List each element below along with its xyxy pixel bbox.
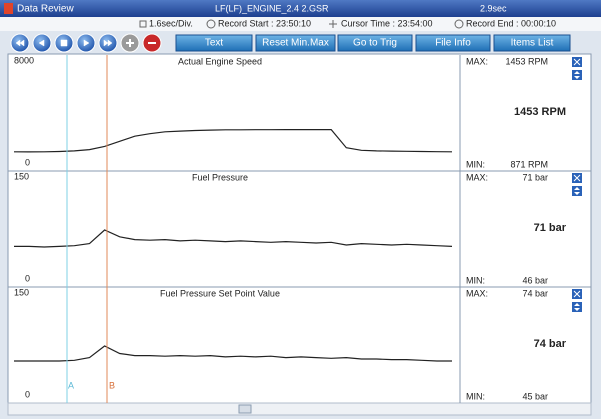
resize-button[interactable]: [572, 186, 582, 196]
control-icon: [83, 39, 90, 47]
max-label: MAX:: [466, 172, 488, 182]
min-value: 871 RPM: [510, 159, 548, 169]
y-tick-label: 0: [25, 389, 30, 399]
max-value: 1453 RPM: [505, 56, 548, 66]
cursor-b-label: B: [109, 380, 115, 390]
resize-icon: [574, 187, 580, 195]
scrollbar[interactable]: [7, 402, 592, 416]
plot-frame: [7, 53, 592, 405]
y-tick-label: 150: [14, 287, 29, 297]
toolbar-button-label[interactable]: Text: [205, 38, 224, 49]
min-label: MIN:: [466, 275, 485, 285]
cursor-icon: [329, 20, 337, 28]
panel-title: Actual Engine Speed: [178, 56, 262, 66]
min-value: 45 bar: [522, 391, 548, 401]
toolbar-button[interactable]: [255, 34, 336, 52]
toolbar-button[interactable]: [415, 34, 491, 52]
trace: [14, 345, 452, 362]
division-icon: [139, 20, 147, 28]
min-value: 46 bar: [522, 275, 548, 285]
y-tick-label: 8000: [14, 55, 34, 65]
control-icon: [126, 39, 134, 47]
y-tick-label: 0: [25, 273, 30, 283]
current-value: 1453 RPM: [514, 106, 566, 118]
toolbar-button-label[interactable]: File Info: [435, 38, 471, 49]
trace: [14, 229, 453, 248]
max-value: 74 bar: [522, 288, 548, 298]
file-name: LF(LF)_ENGINE_2.4 2.GSR: [215, 3, 329, 13]
close-icon: [573, 290, 581, 298]
control-icon: [15, 39, 25, 47]
cursor-a-label: A: [68, 380, 74, 390]
current-value: 74 bar: [534, 338, 567, 350]
clock-icon: [206, 19, 216, 29]
cursor-time: Cursor Time : 23:54:00: [341, 18, 433, 28]
record-start: Record Start : 23:50:10: [218, 18, 311, 28]
current-value: 71 bar: [534, 222, 567, 234]
toolbar-button[interactable]: [493, 34, 571, 52]
close-icon: [573, 174, 581, 182]
resize-icon: [574, 303, 580, 311]
control-icon: [38, 39, 45, 47]
toolbar-button-label[interactable]: Go to Trig: [353, 38, 397, 49]
app-icon: [4, 3, 13, 14]
resize-button[interactable]: [572, 70, 582, 80]
panel-title: Fuel Pressure Set Point Value: [160, 288, 280, 298]
min-label: MIN:: [466, 159, 485, 169]
max-label: MAX:: [466, 288, 488, 298]
resize-icon: [574, 71, 580, 79]
panel-title: Fuel Pressure: [192, 172, 248, 182]
trace: [13, 129, 453, 153]
resize-button[interactable]: [572, 302, 582, 312]
clock-icon: [454, 19, 464, 29]
time-span: 2.9sec: [480, 3, 507, 13]
max-label: MAX:: [466, 56, 488, 66]
toolbar-button[interactable]: [337, 34, 413, 52]
toolbar-button-label[interactable]: Reset Min.Max: [262, 38, 329, 49]
window-title: Data Review: [17, 4, 74, 15]
control-icon: [103, 39, 113, 47]
max-value: 71 bar: [522, 172, 548, 182]
min-label: MIN:: [466, 391, 485, 401]
y-tick-label: 0: [25, 157, 30, 167]
status-bar: [0, 17, 601, 31]
control-icon: [60, 39, 68, 47]
record-end: Record End : 00:00:10: [466, 18, 556, 28]
division: 1.6sec/Div.: [149, 18, 193, 28]
toolbar-button-label[interactable]: Items List: [511, 38, 554, 49]
y-tick-label: 150: [14, 171, 29, 181]
close-icon: [573, 58, 581, 66]
toolbar-button[interactable]: [175, 34, 253, 52]
scroll-thumb[interactable]: [238, 404, 252, 414]
title-bar: [0, 0, 601, 17]
